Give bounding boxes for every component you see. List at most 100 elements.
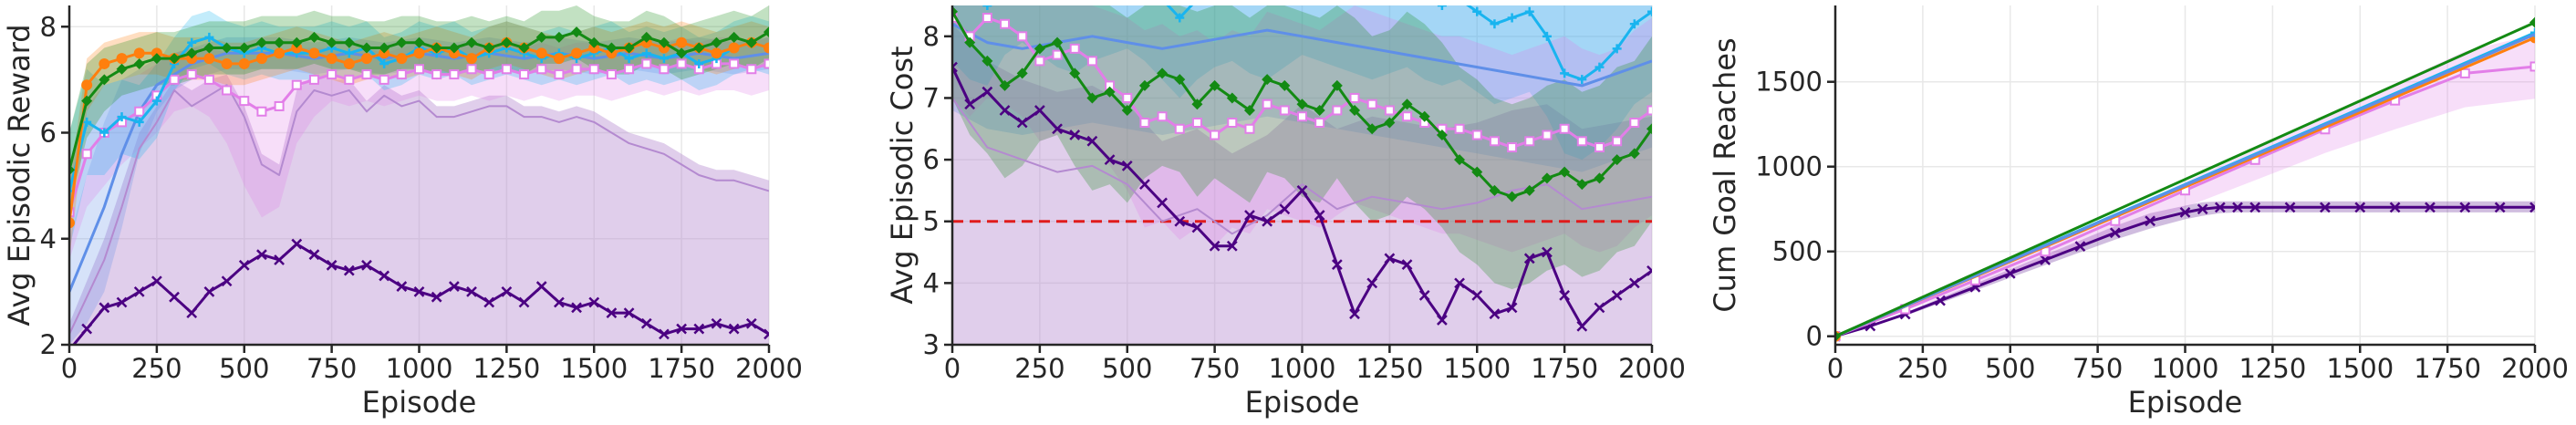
- point-cyan: [1158, 0, 1167, 4]
- point-purple: [2232, 202, 2243, 213]
- point-violet: [1594, 142, 1605, 153]
- point-purple: [1157, 197, 1168, 209]
- point-violet: [1524, 136, 1535, 147]
- point-orange: [763, 42, 769, 54]
- band-green-4: [952, 5, 1652, 290]
- point-orange: [396, 53, 408, 65]
- point-orange: [343, 57, 355, 69]
- point-cyan: [694, 58, 704, 68]
- point-purple: [2074, 241, 2086, 253]
- y-tick-label: 4: [923, 267, 940, 298]
- point-purple: [728, 323, 740, 335]
- x-tick-label: 1750: [1531, 353, 1598, 384]
- point-orange: [69, 217, 75, 229]
- point-purple: [379, 270, 390, 282]
- point-purple: [606, 307, 618, 319]
- point-purple: [1418, 290, 1430, 301]
- point-purple: [1489, 308, 1501, 320]
- point-purple: [2109, 227, 2121, 239]
- point-orange: [221, 57, 233, 69]
- point-cyan: [1560, 68, 1570, 78]
- point-purple: [2040, 254, 2051, 265]
- point-orange: [238, 57, 250, 69]
- point-violet: [1210, 130, 1220, 140]
- point-green: [999, 79, 1011, 91]
- plot-area: [69, 5, 769, 345]
- point-green: [1559, 166, 1571, 178]
- point-purple: [693, 323, 705, 335]
- point-green: [1104, 86, 1116, 98]
- markers-violet: [952, 13, 1652, 153]
- point-green: [964, 36, 976, 48]
- point-orange: [676, 36, 688, 48]
- y-tick-label: 8: [923, 21, 940, 52]
- point-cyan: [1437, 5, 1447, 10]
- point-purple: [1331, 259, 1343, 270]
- point-violet: [414, 64, 424, 75]
- point-violet: [449, 69, 460, 80]
- point-purple: [2284, 202, 2296, 213]
- cost-panel: 0 250 500 750 1000 1250 1500 1750 2000 3 4 5 6 7 8 Epis…: [885, 0, 1686, 420]
- point-cyan: [624, 54, 634, 64]
- point-green: [1611, 154, 1623, 166]
- markers-green: [952, 5, 1652, 202]
- y-tick-label: 7: [923, 82, 940, 113]
- point-orange: [99, 57, 110, 69]
- point-purple: [535, 281, 547, 292]
- point-violet: [274, 100, 285, 111]
- point-purple: [1542, 246, 1553, 258]
- point-cyan: [1262, 0, 1272, 4]
- point-green: [711, 36, 722, 48]
- point-green: [1034, 43, 1045, 55]
- point-purple: [1611, 290, 1623, 301]
- point-orange: [116, 53, 128, 65]
- point-green: [1331, 79, 1343, 91]
- point-orange: [255, 53, 267, 65]
- point-violet: [169, 74, 180, 85]
- point-purple: [1016, 117, 1028, 129]
- point-violet: [1279, 105, 1290, 116]
- point-green: [274, 36, 286, 48]
- point-green: [133, 57, 145, 69]
- point-violet: [379, 74, 390, 85]
- point-purple: [676, 323, 688, 335]
- point-violet: [483, 69, 494, 80]
- point-green: [1436, 130, 1448, 141]
- point-purple: [81, 323, 93, 335]
- point-cyan: [641, 48, 651, 58]
- point-green: [360, 42, 372, 54]
- x-tick-label: 1750: [648, 353, 715, 384]
- point-green: [1646, 123, 1652, 135]
- point-violet: [1227, 118, 1238, 129]
- point-purple: [982, 86, 993, 98]
- point-green: [1384, 117, 1396, 129]
- point-green: [1086, 92, 1098, 104]
- band-cyan-2: [952, 5, 1652, 161]
- point-green: [448, 42, 460, 54]
- markers-purple: [73, 238, 769, 345]
- point-purple: [116, 296, 128, 308]
- point-violet: [1086, 56, 1097, 67]
- point-purple: [413, 285, 425, 297]
- point-green: [413, 36, 425, 48]
- point-purple: [1121, 160, 1133, 171]
- x-tick-label: 2000: [2501, 353, 2569, 384]
- y-tick-label: 4: [40, 223, 57, 254]
- point-purple: [169, 291, 180, 303]
- point-cyan: [187, 37, 197, 47]
- grid: [951, 5, 1653, 346]
- point-green: [1594, 172, 1605, 184]
- x-tick-label: 1000: [386, 353, 453, 384]
- point-cyan: [965, 0, 974, 4]
- point-green: [535, 31, 547, 43]
- y-tick-label: 3: [923, 329, 940, 360]
- point-violet: [554, 69, 565, 80]
- point-purple: [1506, 302, 1518, 314]
- plot-area: [952, 0, 1652, 345]
- point-green: [238, 42, 250, 54]
- x-tick-label: 250: [1014, 353, 1065, 384]
- point-violet: [1314, 118, 1325, 129]
- point-green: [308, 31, 320, 43]
- point-purple: [659, 328, 670, 340]
